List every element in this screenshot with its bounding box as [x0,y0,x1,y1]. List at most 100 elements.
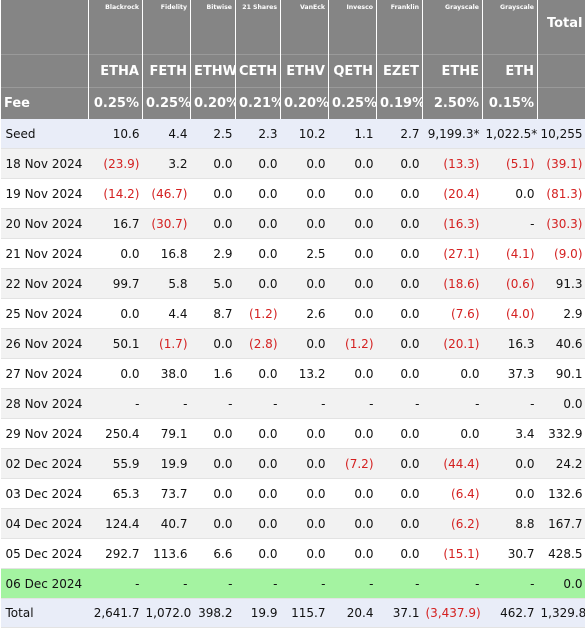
flow-cell: 0.0 [483,179,538,209]
flow-cell: 0.0 [281,539,329,569]
flow-cell: 6.6 [191,539,236,569]
flow-cell: 0.0 [377,269,423,299]
flow-cell: 0.0 [329,539,377,569]
row-total-cell: 0.0 [538,569,585,599]
flow-cell: 0.0 [377,359,423,389]
issuer-cell [1,0,89,55]
flow-cell: 0.0 [236,179,281,209]
row-label: Seed [1,119,89,149]
ticker-cell [1,55,89,88]
flow-cell: 0.0 [191,179,236,209]
flow-cell: 398.2 [191,599,236,628]
flow-cell: (15.1) [423,539,483,569]
flow-cell: 0.0 [423,359,483,389]
flow-cell: 10.6 [89,119,143,149]
row-total-cell: 24.2 [538,449,585,479]
row-label: 21 Nov 2024 [1,239,89,269]
flow-cell: - [236,569,281,599]
ticker-cell: ETH [483,55,538,88]
flow-cell: (1.2) [329,329,377,359]
flow-cell: 0.0 [377,449,423,479]
flow-cell: - [423,389,483,419]
flow-cell: 65.3 [89,479,143,509]
flow-cell: 2.6 [281,299,329,329]
fee-cell: 0.25% [329,88,377,120]
flow-cell: (7.6) [423,299,483,329]
flow-cell: 0.0 [377,179,423,209]
flow-cell: 8.8 [483,509,538,539]
flow-cell: - [483,389,538,419]
issuer-cell: 21 Shares [236,0,281,55]
row-label: 02 Dec 2024 [1,449,89,479]
ticker-cell-empty [538,55,585,88]
flow-cell: (2.8) [236,329,281,359]
fee-cell: 0.19% [377,88,423,120]
flow-cell: 0.0 [329,239,377,269]
row-total-cell: 2.9 [538,299,585,329]
issuer-cell: Invesco [329,0,377,55]
fee-cell: 0.25% [89,88,143,120]
flow-cell: 38.0 [143,359,191,389]
flow-cell: 292.7 [89,539,143,569]
fee-label: Fee [1,88,89,120]
flow-cell: (46.7) [143,179,191,209]
row-total-cell: 40.6 [538,329,585,359]
flow-cell: 0.0 [329,479,377,509]
flow-cell: 0.0 [281,449,329,479]
flow-cell: 2,641.7 [89,599,143,628]
row-label: 26 Nov 2024 [1,329,89,359]
flow-cell: 19.9 [236,599,281,628]
flow-cell: 0.0 [236,449,281,479]
flow-cell: 9,199.3* [423,119,483,149]
flow-cell: (20.4) [423,179,483,209]
flow-cell: (13.3) [423,149,483,179]
flow-cell: 73.7 [143,479,191,509]
flow-cell: 0.0 [236,539,281,569]
flow-cell: 0.0 [423,419,483,449]
flow-cell: (5.1) [483,149,538,179]
flow-cell: 55.9 [89,449,143,479]
flow-cell: 16.3 [483,329,538,359]
flow-cell: 0.0 [377,239,423,269]
flow-cell: 40.7 [143,509,191,539]
flow-cell: 0.0 [191,479,236,509]
flow-cell: 0.0 [281,179,329,209]
flow-cell: 0.0 [191,449,236,479]
flow-cell: 2.9 [191,239,236,269]
flow-cell: 0.0 [483,479,538,509]
flow-cell: 2.7 [377,119,423,149]
flow-cell: (14.2) [89,179,143,209]
flow-cell: 250.4 [89,419,143,449]
flow-cell: - [89,389,143,419]
issuer-cell: Blackrock [89,0,143,55]
flow-cell: (6.2) [423,509,483,539]
issuer-cell: Fidelity [143,0,191,55]
row-total-cell: 332.9 [538,419,585,449]
flow-cell: 113.6 [143,539,191,569]
row-label: 22 Nov 2024 [1,269,89,299]
flow-cell: 0.0 [191,419,236,449]
flow-cell: 0.0 [281,269,329,299]
row-total-cell: 0.0 [538,389,585,419]
flow-cell: (20.1) [423,329,483,359]
ticker-cell: QETH [329,55,377,88]
flow-cell: (18.6) [423,269,483,299]
flow-cell: 0.0 [281,329,329,359]
flow-cell: 10.2 [281,119,329,149]
flow-cell: (1.7) [143,329,191,359]
flow-cell: 0.0 [281,209,329,239]
flow-cell: 0.0 [329,209,377,239]
row-total-cell: 428.5 [538,539,585,569]
flow-cell: 3.2 [143,149,191,179]
row-label: 05 Dec 2024 [1,539,89,569]
issuer-cell: Grayscale [423,0,483,55]
flow-cell: 1.6 [191,359,236,389]
